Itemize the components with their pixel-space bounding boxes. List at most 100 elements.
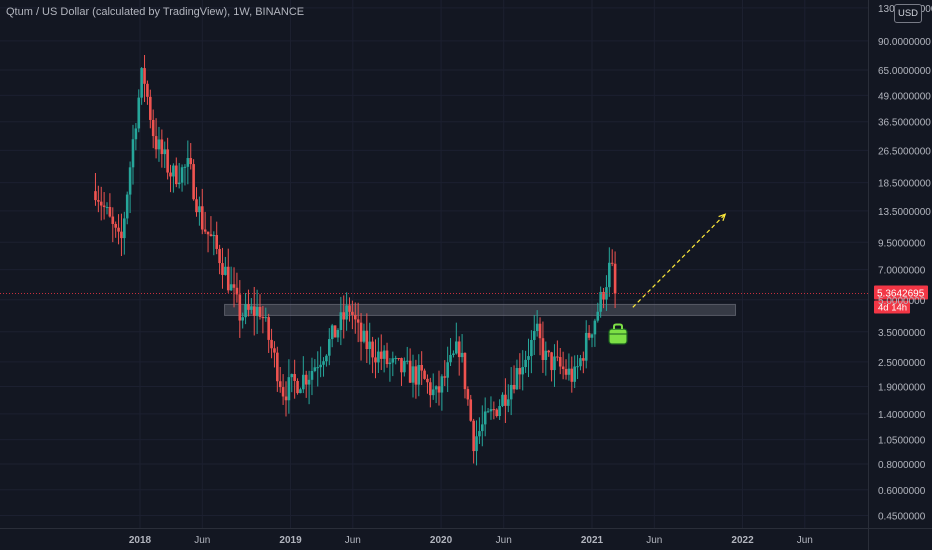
candle-body [486, 411, 490, 413]
candle-body [307, 379, 311, 385]
candle-body [123, 218, 126, 239]
candle-body [267, 317, 270, 340]
candle-body [573, 366, 576, 382]
candle-body [590, 334, 594, 338]
candle-body [120, 231, 123, 239]
candle-body [593, 320, 597, 335]
candle-body [463, 352, 467, 390]
candle-body [134, 128, 138, 140]
candle-body [608, 262, 611, 288]
candle-body [576, 366, 579, 368]
candle-body [377, 351, 380, 363]
candle-body [252, 306, 256, 316]
candle-body [480, 424, 484, 432]
candle-body [417, 365, 421, 385]
candle-body [284, 396, 288, 401]
projection-arrowhead [718, 213, 727, 222]
x-tick-label: Jun [646, 535, 662, 546]
y-tick-label: 2.5000000 [878, 358, 926, 369]
candle-body [330, 325, 334, 340]
y-tick-label: 5.0000000 [878, 296, 926, 307]
candle-body [475, 436, 478, 452]
candle-body [452, 353, 455, 355]
candle-body [348, 305, 351, 312]
candle-body [97, 200, 100, 202]
candle-body [313, 367, 317, 371]
candle-body [316, 367, 320, 369]
candle-body [177, 182, 181, 185]
candle-body [261, 316, 265, 319]
x-tick-label: Jun [797, 535, 813, 546]
candle-body [371, 341, 374, 358]
candle-body [515, 368, 519, 390]
candle-body [538, 323, 542, 339]
y-tick-label: 26.5000000 [878, 146, 931, 157]
candle-body [163, 149, 167, 155]
candle-body [579, 358, 582, 367]
candle-body [356, 319, 360, 323]
candle-body [345, 305, 348, 320]
candle-body [385, 350, 389, 365]
candle-body [596, 311, 600, 321]
candle-body [587, 332, 591, 338]
candle-body [368, 341, 372, 350]
grid [0, 0, 868, 528]
x-tick-label: Jun [194, 535, 210, 546]
x-tick-label: Jun [496, 535, 512, 546]
y-tick-label: 13.5000000 [878, 207, 931, 218]
candle-body [102, 205, 106, 208]
candle-body [509, 384, 513, 400]
chart-title: Qtum / US Dollar (calculated by TradingV… [6, 6, 305, 18]
candle-body [506, 399, 510, 406]
candle-body [556, 356, 559, 358]
y-tick-label: 3.5000000 [878, 328, 926, 339]
candle-body [198, 206, 201, 213]
candle-body [224, 266, 227, 275]
candle-body [405, 360, 409, 362]
y-tick-label: 1.4000000 [878, 410, 926, 421]
candle-body [501, 394, 504, 407]
candle-body [403, 360, 406, 373]
candle-body [374, 357, 377, 363]
candle-body [172, 165, 175, 177]
candle-body [203, 229, 207, 232]
candle-body [114, 223, 117, 228]
candle-body [423, 370, 426, 379]
candle-body [137, 97, 141, 129]
candle-body [610, 262, 614, 264]
candle-body [149, 96, 152, 120]
candle-body [241, 317, 244, 321]
candle-body [524, 359, 527, 368]
currency-button[interactable]: USD [894, 4, 922, 23]
candle-body [564, 369, 568, 375]
candle-body [382, 350, 386, 359]
candle-body [333, 325, 337, 338]
candle-body [584, 332, 588, 361]
candle-body [512, 384, 516, 390]
candle-body [131, 139, 135, 168]
candle-body [394, 358, 397, 360]
candle-body [146, 83, 149, 97]
candle-body [232, 284, 236, 288]
candle-body [117, 227, 120, 232]
projection-line [632, 213, 726, 308]
candle-body [244, 304, 247, 318]
x-tick-label: 2021 [581, 535, 604, 546]
candle-body [206, 231, 210, 235]
y-tick-label: 90.0000000 [878, 37, 931, 48]
x-tick-label: 2019 [279, 535, 302, 546]
overlay-layer: 5.3642695 4d 14h [0, 213, 928, 314]
candle-body [411, 366, 415, 383]
candle-body [218, 248, 221, 264]
candle-body [495, 409, 499, 417]
candle-body [535, 323, 539, 331]
candle-body [157, 139, 161, 150]
candle-body [154, 136, 158, 150]
candle-body [570, 368, 574, 382]
y-tick-label: 0.6000000 [878, 486, 926, 497]
candle-body [296, 380, 299, 394]
candle-body [420, 365, 423, 371]
y-tick-label: 65.0000000 [878, 66, 931, 77]
candle-body [478, 431, 481, 437]
